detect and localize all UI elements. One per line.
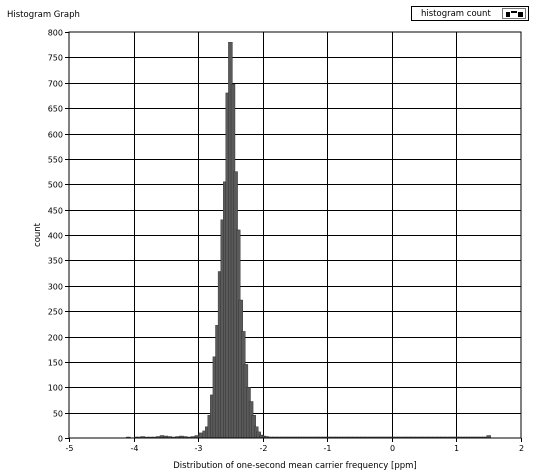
y-tick-label: 400 [48,232,63,241]
x-tick-label: -4 [131,444,139,453]
y-tick-label: 700 [48,80,63,89]
y-axis-tick-labels: 0 50 100 150 200 250 300 350 400 450 500 550 600 650 7… [48,29,63,444]
graph-title: Histogram Graph [7,10,80,20]
x-axis-label: Distribution of one-second mean carrier … [173,461,416,471]
axis-ticks [65,32,522,442]
y-tick-label: 500 [48,181,63,190]
y-tick-label: 0 [58,435,63,444]
y-tick-label: 800 [48,29,63,38]
y-tick-label: 450 [48,207,63,216]
x-tick-label: -3 [195,444,203,453]
grid-lines [69,32,521,438]
bar-plot-style-icon[interactable] [502,8,526,19]
y-tick-label: 600 [48,131,63,140]
x-axis-tick-labels: -5 -4 -3 -2 -1 0 1 2 [66,444,525,453]
y-tick-label: 250 [48,308,63,317]
x-tick-label: 2 [519,444,524,453]
x-tick-label: 0 [390,444,395,453]
y-tick-label: 650 [48,105,63,114]
legend-label: histogram count [421,8,491,19]
y-tick-label: 300 [48,283,63,292]
y-tick-label: 150 [48,359,63,368]
y-axis-label: count [33,222,43,247]
histogram-bar [198,432,203,439]
x-tick-label: -5 [66,444,74,453]
y-tick-label: 550 [48,156,63,165]
y-tick-label: 750 [48,54,63,63]
plot-legend[interactable]: histogram count [411,6,529,21]
x-tick-label: -1 [324,444,332,453]
y-tick-label: 50 [53,410,63,419]
x-tick-label: -2 [260,444,268,453]
x-tick-label: 1 [454,444,459,453]
y-tick-label: 200 [48,334,63,343]
y-tick-label: 350 [48,257,63,266]
y-tick-label: 100 [48,384,63,393]
